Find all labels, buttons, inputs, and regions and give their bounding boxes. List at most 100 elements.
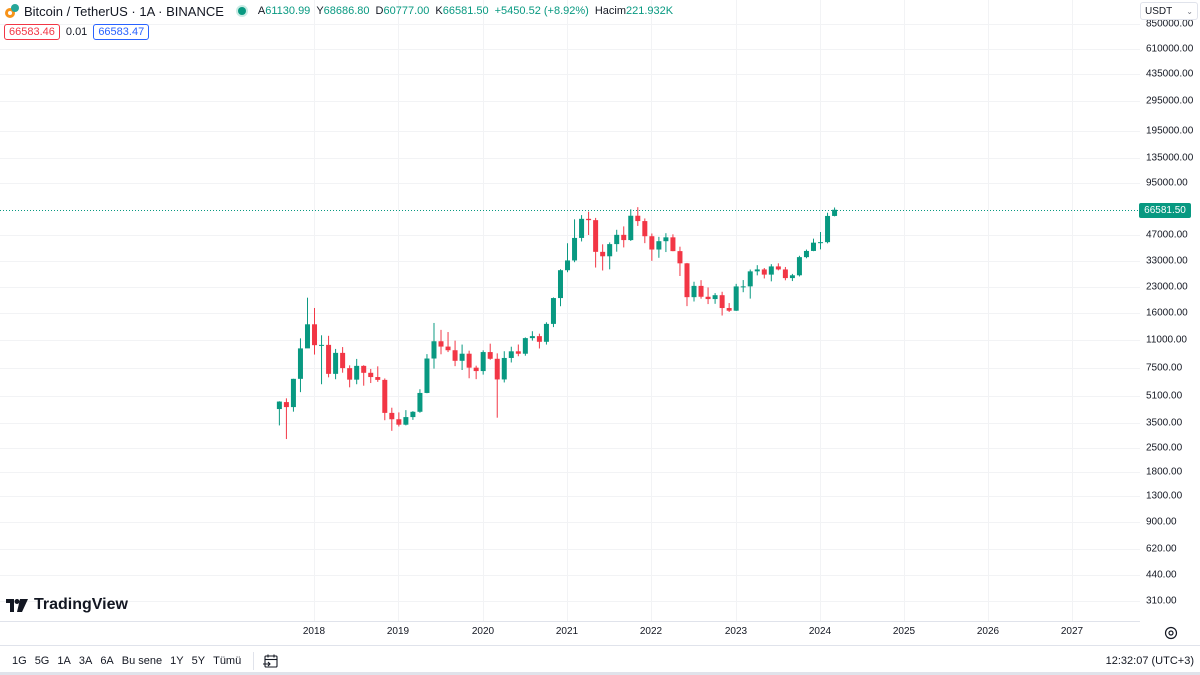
range-ytd[interactable]: Bu sene [121,654,163,667]
candle[interactable] [438,341,444,347]
candle[interactable] [368,372,374,378]
candle[interactable] [445,346,451,351]
candle[interactable] [403,417,409,425]
candle[interactable] [319,344,325,346]
range-5g[interactable]: 5G [34,654,50,667]
range-3a[interactable]: 3A [78,654,93,667]
candle[interactable] [663,237,669,242]
candle[interactable] [340,352,346,369]
candle[interactable] [508,351,514,358]
candle[interactable] [740,286,746,288]
candle[interactable] [304,324,310,349]
candle[interactable] [712,295,718,300]
candle[interactable] [607,244,613,257]
candle[interactable] [297,348,303,379]
candle[interactable] [361,365,367,373]
candle[interactable] [803,250,809,258]
candle[interactable] [642,221,648,237]
candle[interactable] [480,352,486,372]
candle[interactable] [825,215,831,243]
candle[interactable] [347,368,353,380]
goto-date-calendar-icon[interactable] [262,652,280,670]
candle[interactable] [705,296,711,300]
candle[interactable] [832,209,838,216]
candle[interactable] [747,271,753,287]
candle[interactable] [389,412,395,420]
candle[interactable] [698,285,704,297]
candle[interactable] [515,351,521,354]
candle[interactable] [733,286,739,311]
candle[interactable] [593,220,599,252]
candle[interactable] [276,401,282,410]
symbol-title[interactable]: Bitcoin / TetherUS · 1A · BINANCE [24,3,224,19]
buy-price-button[interactable]: 66583.47 [93,24,150,40]
candle[interactable] [452,350,458,361]
candle[interactable] [375,377,381,380]
candle[interactable] [424,358,430,393]
price-axis[interactable]: 850000.00 610000.00 435000.00 295000.00 1950… [1140,0,1200,620]
time-axis[interactable]: 2018 2019 2020 2021 2022 2023 2024 2025 2026 2027 [0,622,1140,644]
candle[interactable] [775,266,781,270]
candle[interactable] [628,215,634,241]
currency-select[interactable]: USDT ⌄ [1140,2,1198,20]
candle[interactable] [719,295,725,309]
candle[interactable] [543,323,549,342]
candle[interactable] [565,260,571,271]
candle[interactable] [354,365,360,380]
candle[interactable] [522,338,528,354]
candle[interactable] [691,285,697,298]
candle[interactable] [677,251,683,264]
candle[interactable] [810,242,816,251]
candle[interactable] [410,411,416,418]
candle[interactable] [312,324,318,346]
candle[interactable] [333,352,339,374]
clock-timezone[interactable]: 12:32:07 (UTC+3) [1105,654,1194,667]
candle[interactable] [754,269,760,272]
candle[interactable] [396,419,402,425]
candle[interactable] [473,367,479,372]
candle[interactable] [382,379,388,413]
candle[interactable] [579,218,585,238]
candle[interactable] [684,263,690,298]
candle[interactable] [326,344,332,374]
candle[interactable] [782,269,788,279]
price-chart[interactable] [0,0,1140,622]
market-status-dot[interactable] [237,7,246,15]
range-1y[interactable]: 1Y [170,654,184,667]
settings-icon[interactable] [1164,626,1178,640]
range-5y[interactable]: 5Y [191,654,206,667]
candle[interactable] [459,353,465,361]
candle[interactable] [557,270,563,299]
candle[interactable] [536,336,542,342]
candle[interactable] [572,237,578,261]
candle[interactable] [487,352,493,359]
range-6a[interactable]: 6A [100,654,114,667]
candle[interactable] [796,257,802,276]
candle[interactable] [670,237,676,252]
candle[interactable] [494,358,500,380]
sell-price-button[interactable]: 66583.46 [4,24,60,40]
candle[interactable] [649,236,655,250]
candle[interactable] [614,234,620,245]
candle[interactable] [290,378,296,408]
candle[interactable] [466,353,472,368]
range-1a[interactable]: 1A [57,654,71,667]
candle[interactable] [431,341,437,359]
range-all[interactable]: Tümü [213,654,242,667]
candle[interactable] [818,242,824,244]
candle[interactable] [550,298,556,324]
candle[interactable] [586,218,592,221]
candle[interactable] [726,308,732,311]
candle[interactable] [600,251,606,257]
candle[interactable] [417,392,423,412]
candle[interactable] [761,269,767,275]
candle[interactable] [501,357,507,380]
candle[interactable] [529,336,535,339]
candle[interactable] [656,241,662,250]
candle[interactable] [635,215,641,222]
tradingview-logo[interactable]: TradingView [6,596,128,614]
range-1g[interactable]: 1G [12,654,27,667]
candle[interactable] [283,402,289,408]
candle[interactable] [789,275,795,279]
candle[interactable] [621,234,627,241]
